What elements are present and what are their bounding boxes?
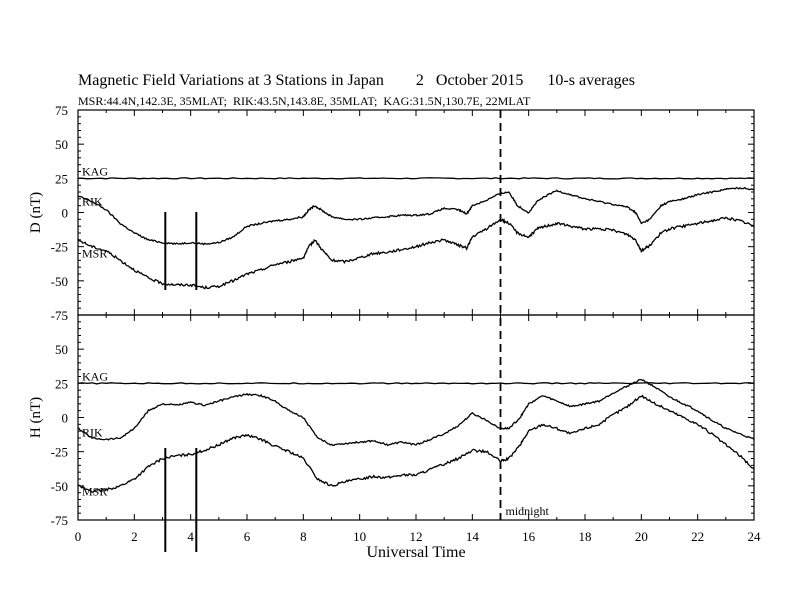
station-label-msr-d: MSR [82, 247, 107, 261]
station-label-kag-d: KAG [82, 165, 108, 179]
series-line-kag-d [78, 177, 755, 180]
x-tick-label: 24 [748, 529, 762, 544]
y-tick-label-h: 0 [62, 411, 69, 426]
y-tick-label-d: 75 [55, 103, 68, 118]
x-axis-label: Universal Time [366, 544, 465, 561]
x-tick-label: 16 [522, 529, 536, 544]
series-line-rik-d [77, 186, 755, 246]
x-tick-label: 4 [187, 529, 194, 544]
x-tick-label: 20 [635, 529, 648, 544]
station-label-rik-h: RIK [82, 426, 103, 440]
midnight-label: midnight [506, 504, 550, 518]
y-tick-label-d: 50 [55, 137, 68, 152]
y-tick-label-d: -50 [51, 274, 68, 289]
x-tick-label: 18 [579, 529, 592, 544]
panel-frame-h [77, 314, 755, 521]
x-tick-label: 14 [466, 529, 480, 544]
station-label-kag-h: KAG [82, 370, 108, 384]
y-axis-label-h: H (nT) [28, 397, 44, 438]
x-tick-label: 0 [75, 529, 82, 544]
y-tick-label-d: -25 [51, 240, 68, 255]
y-axis-label-d: D (nT) [28, 192, 44, 233]
station-info: MSR:44.4N,142.3E, 35MLAT; RIK:43.5N,143.… [78, 94, 531, 108]
station-label-msr-h: MSR [82, 484, 107, 498]
y-tick-label-h: -50 [51, 479, 68, 494]
y-tick-label-h: -25 [51, 445, 68, 460]
y-tick-label-d: -75 [51, 308, 68, 323]
station-label-rik-d: RIK [82, 195, 103, 209]
x-tick-label: 8 [300, 529, 307, 544]
y-tick-label-h: 25 [55, 376, 68, 391]
series-line-kag-h [77, 382, 755, 385]
series-line-msr-h [77, 394, 755, 493]
x-tick-label: 6 [244, 529, 251, 544]
x-tick-label: 22 [691, 529, 704, 544]
x-tick-label: 2 [131, 529, 138, 544]
chart-title: Magnetic Field Variations at 3 Stations … [78, 72, 635, 89]
x-tick-label: 12 [410, 529, 423, 544]
series-line-rik-h [77, 378, 755, 447]
y-tick-label-d: 25 [55, 171, 68, 186]
y-tick-label-h: -75 [51, 513, 68, 528]
y-tick-label-h: 50 [55, 342, 68, 357]
x-tick-label: 10 [353, 529, 366, 544]
y-tick-label-d: 0 [62, 206, 69, 221]
series-line-msr-d [77, 216, 755, 290]
